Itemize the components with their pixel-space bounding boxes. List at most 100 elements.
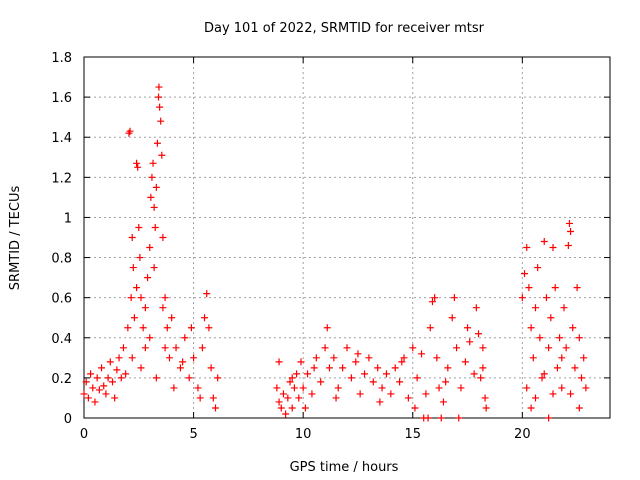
data-point	[323, 324, 331, 332]
data-point	[538, 374, 546, 382]
data-point	[527, 404, 535, 412]
data-point	[212, 404, 219, 412]
data-point	[89, 384, 97, 392]
data-point	[365, 354, 373, 362]
data-point	[534, 264, 542, 272]
data-point	[347, 374, 355, 382]
data-point	[437, 414, 445, 422]
data-point	[527, 324, 535, 332]
data-point	[562, 344, 570, 352]
data-point	[542, 294, 550, 302]
data-point	[113, 366, 121, 374]
data-point	[317, 378, 325, 386]
data-point	[450, 294, 458, 302]
data-point	[354, 350, 362, 358]
data-point	[293, 370, 301, 378]
data-point	[284, 394, 292, 402]
data-point	[374, 364, 382, 372]
data-point	[455, 414, 463, 422]
data-point	[148, 173, 156, 181]
ticks: 0 5 10 15 20 0 0.2 0.4 0.6 0.8 1 1.2 1.4 1.6 1.8	[51, 51, 610, 442]
data-point	[299, 384, 307, 392]
y-axis-label: SRMTID / TECUs	[8, 186, 23, 291]
data-point	[523, 244, 531, 252]
data-point	[147, 193, 155, 201]
data-point	[144, 274, 152, 282]
data-point	[418, 350, 426, 358]
data-point	[391, 364, 399, 372]
data-point	[521, 270, 529, 278]
data-point	[525, 284, 533, 292]
data-point	[130, 314, 138, 322]
data-point	[153, 139, 161, 147]
data-point	[481, 394, 489, 402]
data-point	[273, 384, 281, 392]
y-tick-label: 0.6	[51, 292, 72, 307]
data-point	[536, 334, 544, 342]
data-point	[209, 394, 217, 402]
data-point	[411, 404, 419, 412]
data-point	[398, 358, 406, 366]
data-point	[369, 378, 377, 386]
data-point	[157, 117, 165, 125]
data-point	[356, 390, 364, 398]
data-point	[545, 414, 553, 422]
data-point	[152, 374, 160, 382]
data-point	[422, 390, 430, 398]
data-point	[551, 284, 559, 292]
data-point	[87, 370, 95, 378]
data-point	[378, 384, 386, 392]
x-tick-label: 10	[295, 427, 312, 442]
data-point	[442, 378, 450, 386]
data-point	[295, 394, 303, 402]
data-point	[475, 330, 482, 338]
data-point	[135, 223, 143, 231]
data-point	[205, 324, 213, 332]
data-point	[133, 159, 141, 167]
data-point	[343, 344, 351, 352]
data-point	[477, 374, 485, 382]
y-tick-label: 0.8	[51, 252, 72, 267]
data-point	[141, 304, 149, 312]
data-point	[161, 294, 169, 302]
data-point	[547, 314, 555, 322]
data-point	[203, 290, 211, 298]
data-point	[158, 151, 166, 159]
data-point	[435, 384, 443, 392]
data-point	[448, 314, 456, 322]
data-point	[159, 304, 167, 312]
data-point	[137, 294, 145, 302]
x-tick-label: 5	[189, 427, 197, 442]
data-point	[127, 294, 135, 302]
data-point	[482, 404, 490, 412]
data-point	[194, 384, 202, 392]
data-point	[146, 244, 154, 252]
data-point	[170, 384, 178, 392]
data-point	[556, 334, 564, 342]
data-point	[146, 334, 154, 342]
data-point	[578, 374, 586, 382]
data-point	[102, 390, 110, 398]
data-point	[321, 344, 329, 352]
data-point	[549, 390, 557, 398]
data-point	[310, 364, 318, 372]
data-point	[119, 344, 127, 352]
data-point	[332, 394, 340, 402]
data-point	[400, 354, 408, 362]
y-tick-label: 0	[64, 412, 72, 427]
data-point	[149, 159, 157, 167]
data-point	[159, 234, 167, 241]
data-point	[571, 364, 579, 372]
data-point	[575, 404, 583, 412]
data-point	[100, 382, 108, 390]
data-point	[396, 378, 404, 386]
data-point	[152, 183, 160, 191]
data-point	[545, 344, 553, 352]
data-point	[84, 394, 92, 402]
data-point	[461, 358, 469, 366]
data-point	[190, 354, 198, 362]
data-point	[181, 334, 189, 342]
data-point	[444, 364, 452, 372]
